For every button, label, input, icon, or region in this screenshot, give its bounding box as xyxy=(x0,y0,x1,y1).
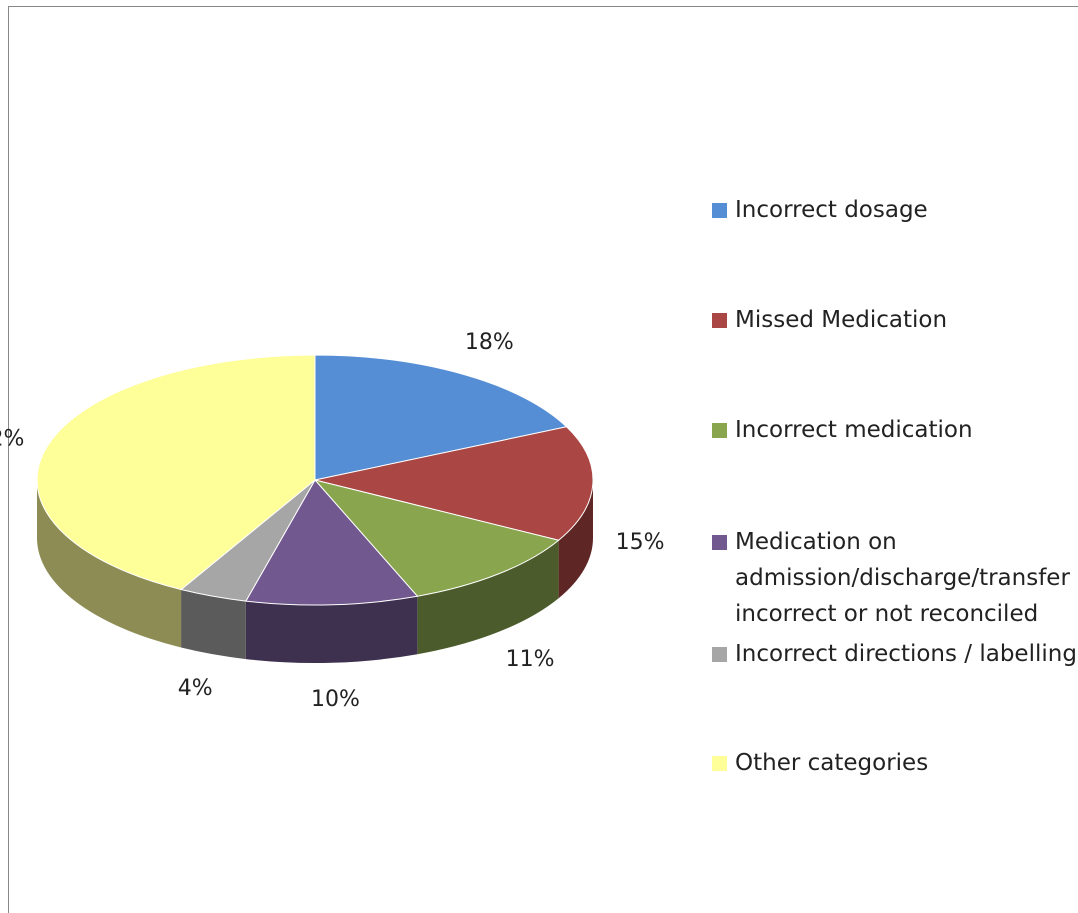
legend-item: Missed Medication xyxy=(712,302,1078,338)
legend-swatch xyxy=(712,756,727,771)
pie-slice xyxy=(314,426,594,541)
legend-item: Incorrect directions / labelling xyxy=(712,636,1078,672)
data-label: 42% xyxy=(0,427,24,452)
legend-swatch xyxy=(712,647,727,662)
pie-side xyxy=(245,596,418,663)
pie-slice xyxy=(245,479,419,606)
data-label: 18% xyxy=(465,330,514,355)
pie-side xyxy=(417,540,559,655)
legend-item: Other categories xyxy=(712,745,1078,781)
legend-label: Missed Medication xyxy=(735,307,948,333)
legend-label: Incorrect medication xyxy=(735,417,973,443)
legend-label: Other categories xyxy=(735,750,929,776)
legend-item: Incorrect dosage xyxy=(712,192,1078,228)
pie-side xyxy=(181,589,246,660)
legend-swatch xyxy=(712,423,727,438)
legend-label: Incorrect directions / labelling xyxy=(735,641,1077,667)
legend-item: Incorrect medication xyxy=(712,412,1078,448)
pie-slice xyxy=(314,354,568,481)
legend-label: Incorrect dosage xyxy=(735,197,928,223)
legend-label: Medication on admission/discharge/transf… xyxy=(735,529,1070,627)
chart-frame xyxy=(8,6,1078,913)
legend-swatch xyxy=(712,313,727,328)
legend-swatch xyxy=(712,535,727,550)
data-label: 11% xyxy=(506,647,555,672)
legend-swatch xyxy=(712,203,727,218)
data-label: 10% xyxy=(311,687,360,712)
pie-side xyxy=(558,480,593,599)
pie-slice xyxy=(313,479,560,597)
data-label: 15% xyxy=(616,530,665,555)
pie-side xyxy=(37,480,182,648)
legend-item: Medication on admission/discharge/transf… xyxy=(712,524,1078,632)
pie-slice xyxy=(36,354,316,591)
data-label: 4% xyxy=(178,676,213,701)
